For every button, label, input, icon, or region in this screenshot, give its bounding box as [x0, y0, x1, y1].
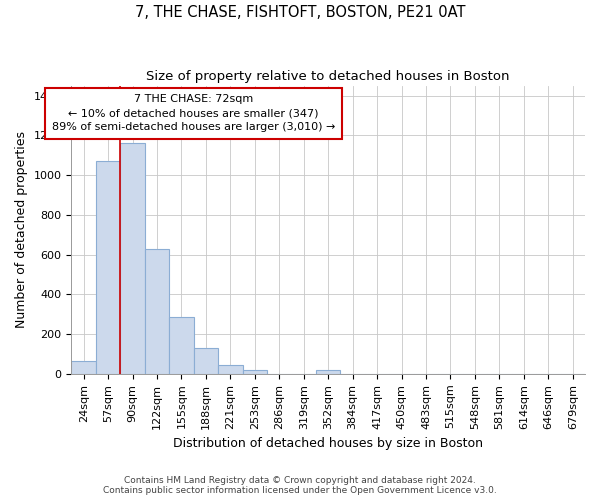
Bar	[121, 143, 145, 374]
Bar	[71, 361, 96, 374]
Bar	[218, 365, 242, 374]
Text: 7, THE CHASE, FISHTOFT, BOSTON, PE21 0AT: 7, THE CHASE, FISHTOFT, BOSTON, PE21 0AT	[135, 5, 465, 20]
X-axis label: Distribution of detached houses by size in Boston: Distribution of detached houses by size …	[173, 437, 483, 450]
Bar	[169, 318, 194, 374]
Y-axis label: Number of detached properties: Number of detached properties	[15, 131, 28, 328]
Bar	[316, 370, 340, 374]
Text: 7 THE CHASE: 72sqm
← 10% of detached houses are smaller (347)
89% of semi-detach: 7 THE CHASE: 72sqm ← 10% of detached hou…	[52, 94, 335, 132]
Bar	[242, 370, 267, 374]
Text: Contains HM Land Registry data © Crown copyright and database right 2024.
Contai: Contains HM Land Registry data © Crown c…	[103, 476, 497, 495]
Bar	[194, 348, 218, 374]
Bar	[145, 248, 169, 374]
Title: Size of property relative to detached houses in Boston: Size of property relative to detached ho…	[146, 70, 510, 83]
Bar	[96, 161, 121, 374]
